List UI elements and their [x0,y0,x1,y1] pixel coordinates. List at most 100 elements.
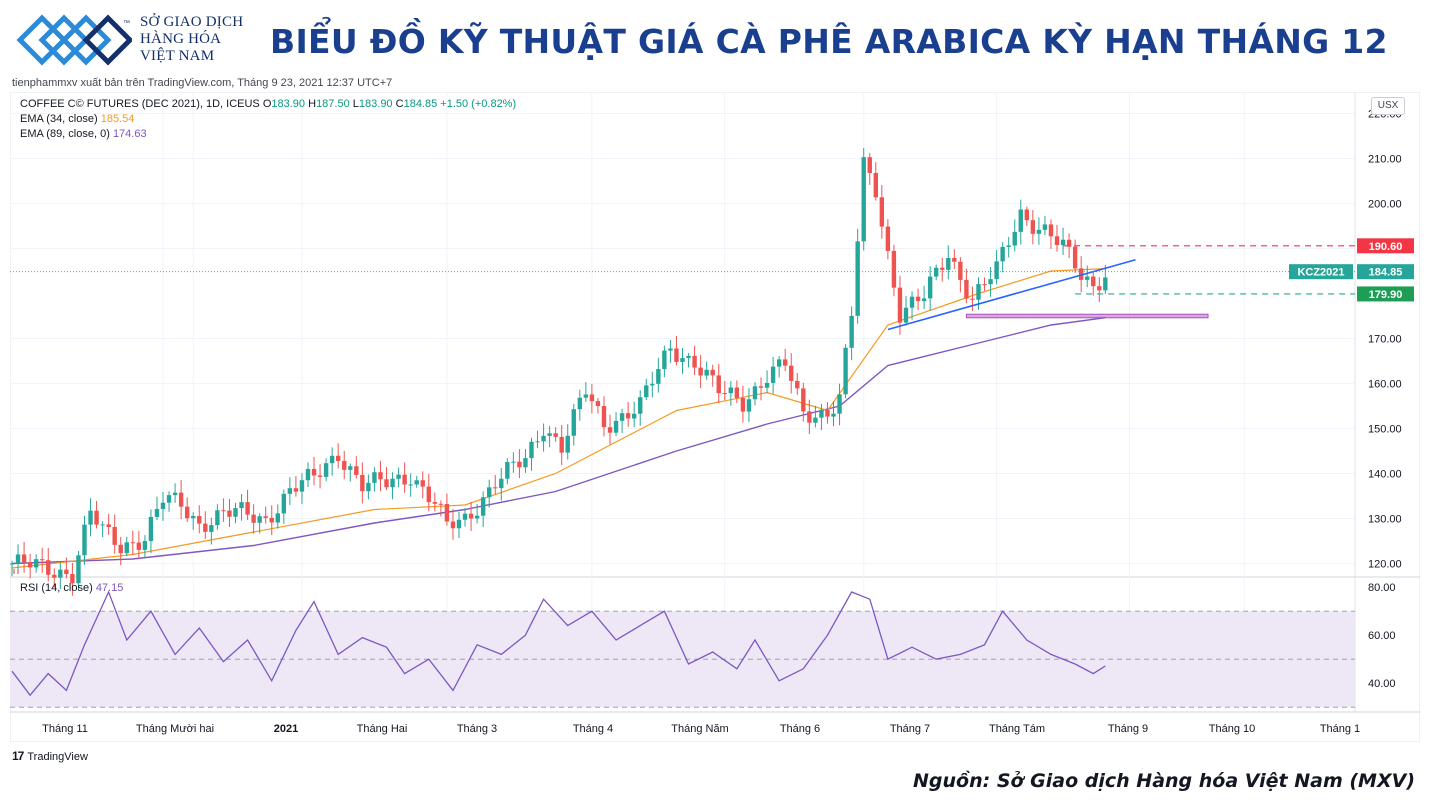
candle-body [76,555,81,584]
time-tick-label: Tháng Hai [357,723,408,735]
time-tick-label: Tháng 1 [1320,723,1360,735]
candle-body [354,466,359,475]
candle-body [940,267,945,270]
candle-body [311,468,317,476]
candle-body [644,385,649,398]
rsi-legend[interactable]: RSI (14, close) 47.15 [20,582,123,594]
candle-body [221,510,226,512]
candle-body [873,172,878,198]
price-tick-label: 140.00 [1368,469,1402,481]
candle-body [15,554,21,564]
candle-body [52,574,57,578]
candle-body [674,348,679,362]
time-tick-label: Tháng Năm [671,723,728,735]
candle-body [299,480,305,492]
last-price-tag: 184.85 [1369,267,1403,279]
legend-ema34-row[interactable]: EMA (34, close) 185.54 [20,112,516,127]
tradingview-logo[interactable]: 17 TradingView [12,749,88,763]
trademark-mark: ™ [123,20,130,27]
candle-body [462,513,468,520]
candle-body [934,267,939,277]
legend-high: 187.50 [316,98,350,110]
currency-button[interactable]: USX [1371,97,1405,115]
split-marker-icon [13,569,19,574]
candle-body [444,504,450,522]
ema89-line [11,317,1106,565]
last-price-tag-bg [1357,264,1414,280]
candle-body [958,261,963,280]
price-tick-label: 130.00 [1368,514,1402,526]
candle-body [215,510,220,526]
time-tick-label: 2021 [274,723,298,735]
candle-body [100,524,105,526]
candle-body [631,413,637,419]
candle-body [897,287,903,323]
candle-body [650,383,655,386]
candle-body [1060,239,1066,245]
legend-close: 184.85 [403,98,438,110]
candle-body [420,480,425,487]
candle-body [867,157,872,173]
candle-body [124,542,129,554]
candle-body [849,315,854,348]
candle-body [94,510,99,525]
price-chart[interactable]: 220.00210.00200.00190.00170.00160.00150.… [10,92,1420,742]
tradingview-mark-icon: 17 [12,749,24,763]
legend-ema89-row[interactable]: EMA (89, close, 0) 174.63 [20,127,516,142]
candle-body [1024,209,1030,221]
candle-body [1000,246,1005,262]
candle-body [40,559,45,561]
candle-body [619,413,625,421]
candle-body [480,497,486,516]
time-tick-label: Tháng Mười hai [136,723,214,735]
candle-body [118,544,123,554]
candle-body [1030,220,1036,234]
price-tick-label: 160.00 [1368,379,1402,391]
candle-body [191,516,196,519]
candle-body [734,387,740,398]
legend-ema34-value: 185.54 [100,113,135,125]
candle-body [758,386,764,388]
candle-body [547,433,552,436]
candle-body [837,394,842,414]
candle-body [263,516,268,518]
candle-body [625,413,631,419]
candle-body [988,279,993,285]
rsi-tick-label: 40.00 [1368,678,1396,690]
source-note: Nguồn: Sở Giao dịch Hàng hóa Việt Nam (M… [913,770,1415,792]
candle-body [976,284,981,300]
candle-body [335,455,341,461]
candle-body [197,516,202,524]
candle-body [493,487,498,489]
candle-body [770,366,776,383]
candle-body [613,420,619,433]
candle-body [915,296,921,302]
candle-body [1006,245,1011,247]
support-price-tag: 179.90 [1369,289,1403,301]
candle-body [269,517,274,523]
candle-body [662,350,667,370]
candle-body [487,487,492,498]
candle-body [1042,224,1048,230]
price-tick-label: 210.00 [1368,154,1402,166]
candle-body [21,554,27,563]
candle-body [710,369,715,376]
candle-body [964,279,969,299]
candle-body [1018,209,1023,232]
candle-body [746,399,752,412]
logo-line-1: SỞ GIAO DỊCH [140,14,244,30]
candle-body [843,347,848,395]
candle-body [209,525,214,532]
legend-ema89-label: EMA (89, close, 0) [20,128,110,140]
rsi-tick-label: 60.00 [1368,630,1396,642]
candle-body [1012,231,1017,246]
candle-body [317,475,323,477]
candle-body [764,382,770,388]
candle-body [10,563,15,565]
candle-body [408,484,413,486]
time-tick-label: Tháng 7 [890,723,930,735]
logo-line-2: HÀNG HÓA [140,31,222,47]
legend-ema89-value: 174.63 [112,128,147,140]
candle-body [450,521,456,529]
candle-body [716,375,721,394]
